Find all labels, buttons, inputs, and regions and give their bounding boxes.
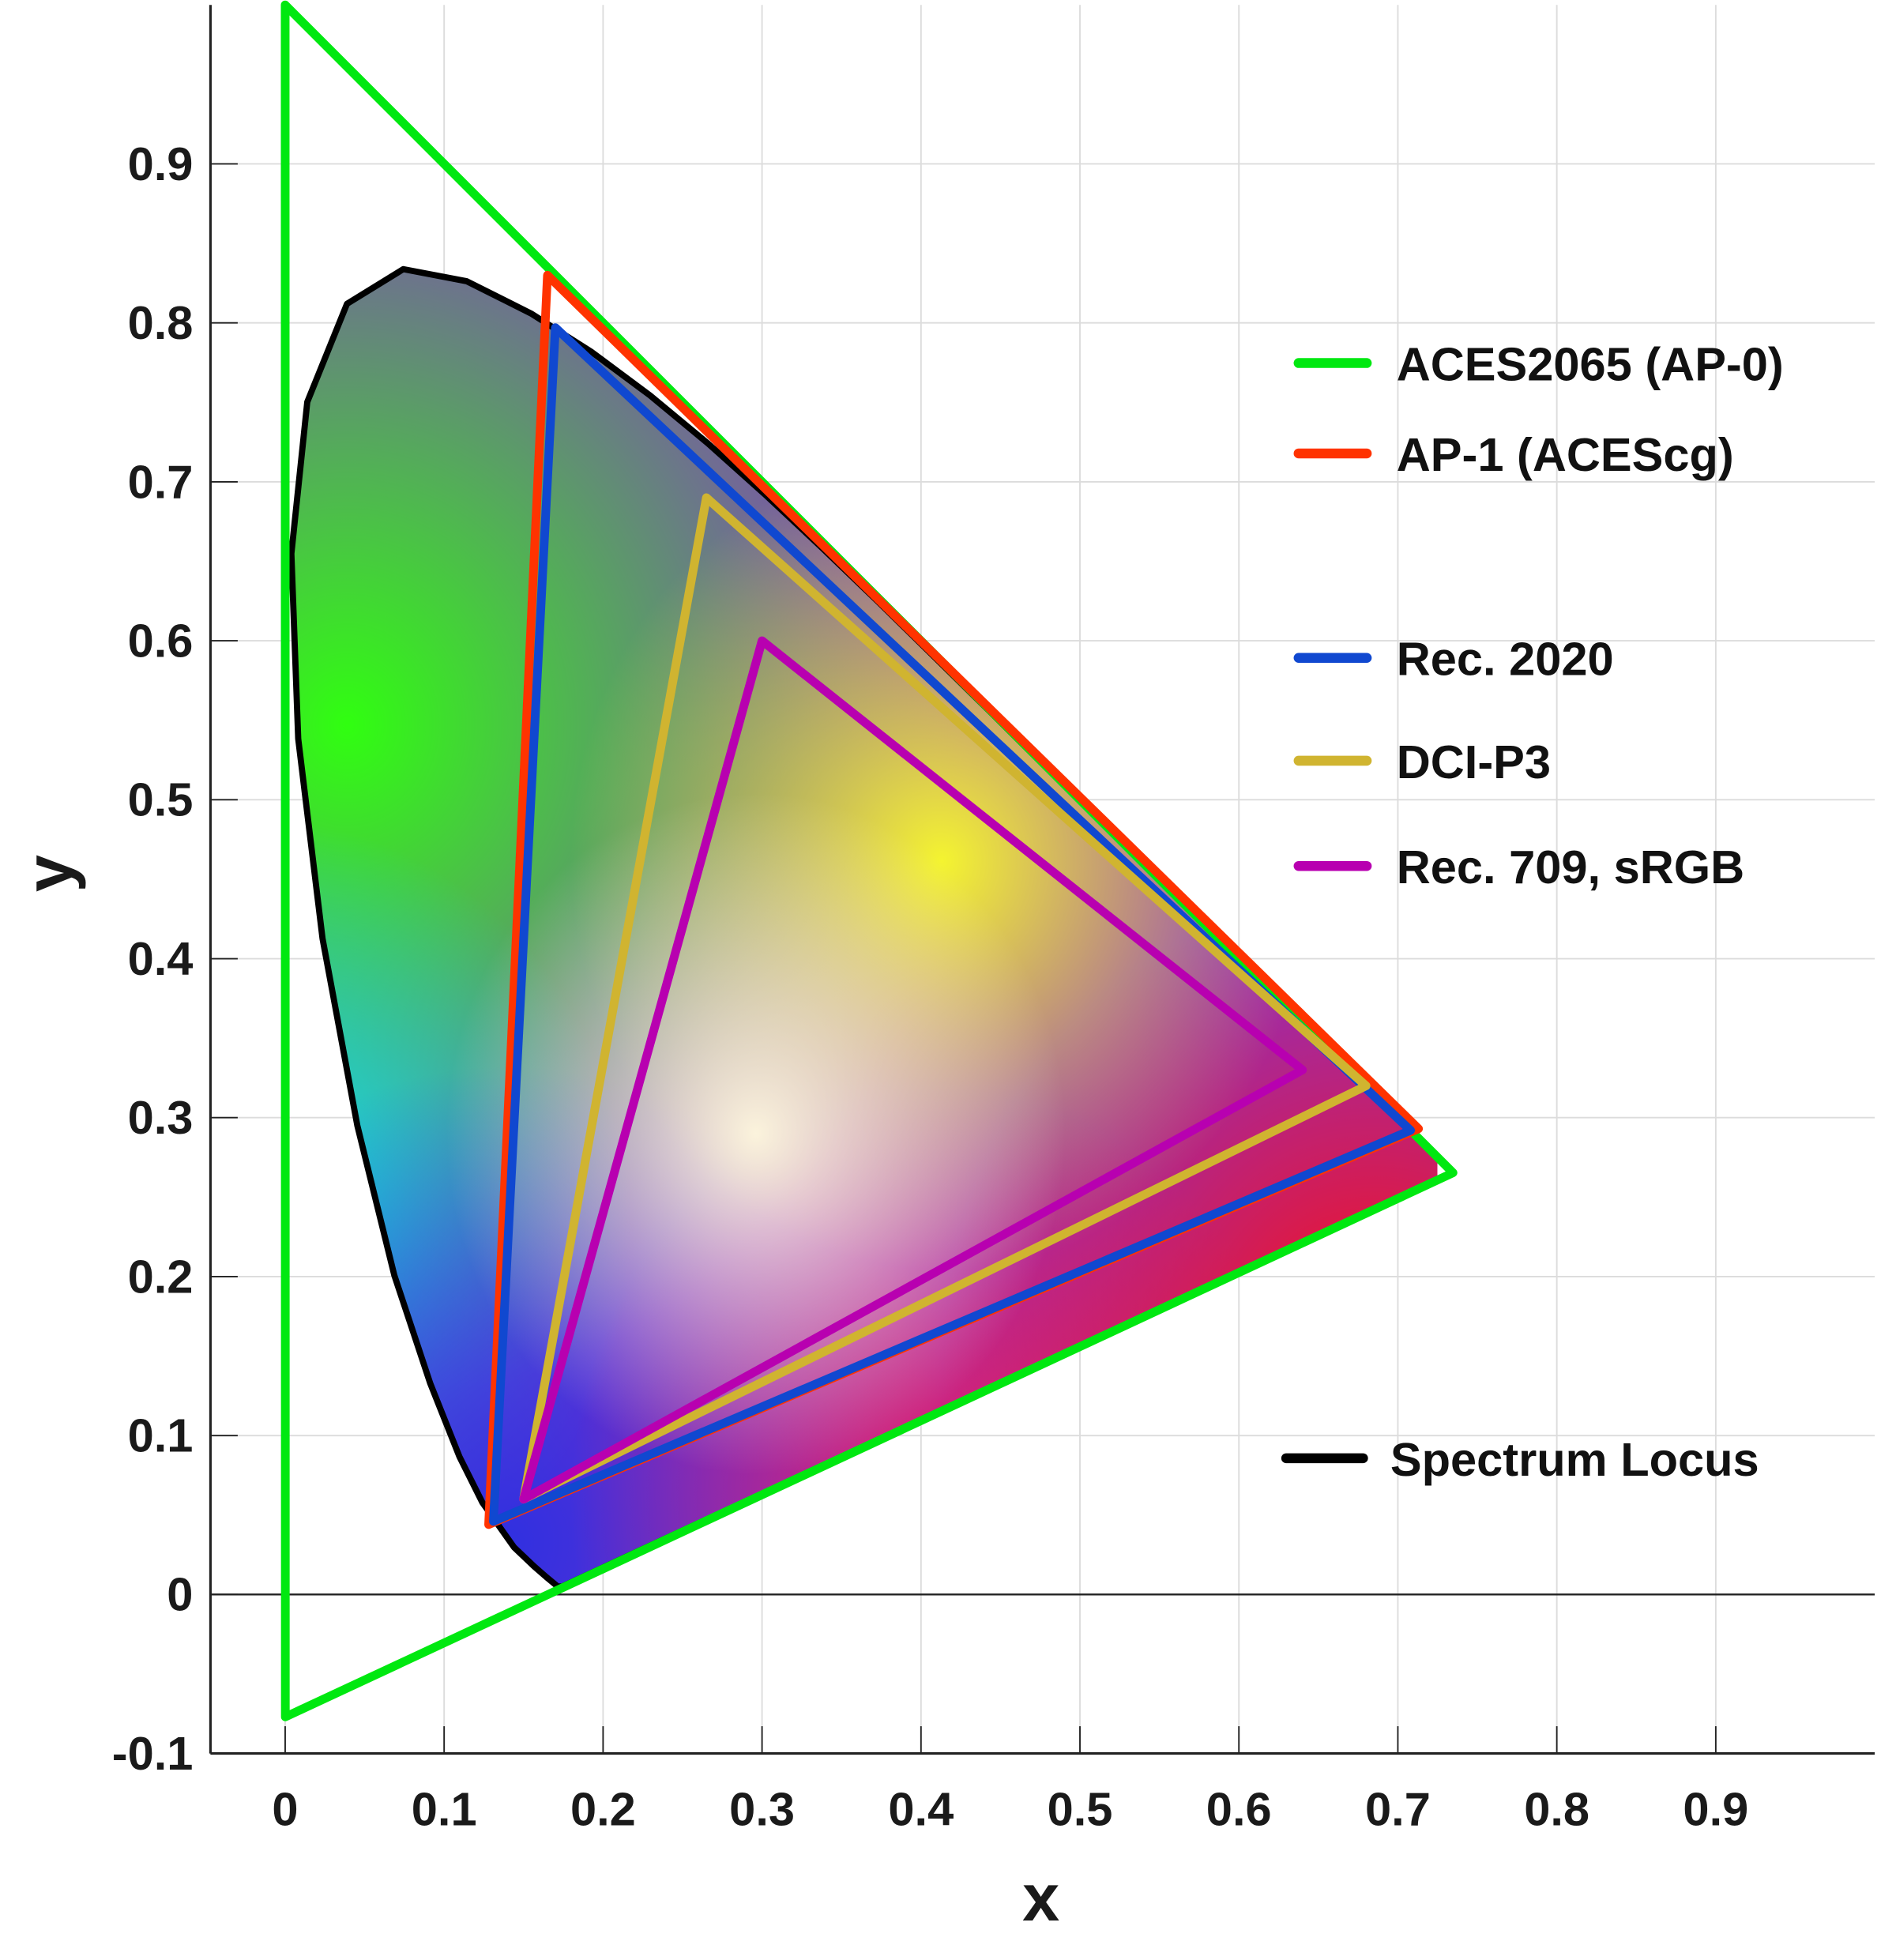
y-tick-label: 0.7 (128, 455, 194, 508)
y-tick-label: 0.2 (128, 1250, 194, 1303)
x-tick-label: 0.2 (570, 1783, 636, 1836)
gamut-dci-p3 (519, 493, 1371, 1504)
y-tick-label: 0.1 (128, 1409, 194, 1462)
x-tick-label: 0.9 (1683, 1783, 1748, 1836)
x-axis-label: x (1022, 1860, 1059, 1935)
gamut-rec-2020 (489, 323, 1416, 1526)
legend-label: Rec. 2020 (1397, 633, 1614, 686)
x-tick-label: 0.3 (729, 1783, 795, 1836)
x-tick-label: 0.1 (412, 1783, 477, 1836)
y-tick-label: 0.8 (128, 296, 194, 349)
x-tick-label: 0.8 (1524, 1783, 1589, 1836)
y-tick-label: 0.6 (128, 614, 194, 667)
x-tick-label: 0.5 (1048, 1783, 1113, 1836)
legend-label: Spectrum Locus (1390, 1433, 1759, 1486)
legend-label: ACES2065 (AP-0) (1397, 337, 1784, 390)
x-tick-label: 0.7 (1365, 1783, 1431, 1836)
gamut-rec-709-srgb (519, 636, 1307, 1504)
y-tick-label: 0.9 (128, 137, 194, 190)
y-tick-label: 0.5 (128, 773, 194, 826)
x-tick-label: 0.4 (888, 1783, 954, 1836)
spectrum-locus-fill (291, 269, 1438, 1587)
y-axis-label: y (11, 855, 86, 892)
gamut-triangles (280, 0, 1458, 1721)
legend-label: DCI-P3 (1397, 735, 1551, 788)
y-tick-label: 0.4 (128, 932, 194, 985)
y-tick-label: 0 (167, 1568, 193, 1621)
x-tick-label: 0 (272, 1783, 298, 1836)
x-tick-label: 0.6 (1206, 1783, 1272, 1836)
legend-label: AP-1 (ACEScg) (1397, 428, 1734, 481)
y-tick-label: -0.1 (112, 1727, 194, 1780)
legend-label: Rec. 709, sRGB (1397, 841, 1744, 893)
y-tick-label: 0.3 (128, 1091, 194, 1144)
legend: ACES2065 (AP-0) AP-1 (ACEScg) Rec. 2020 DCI… (1281, 337, 1784, 1486)
